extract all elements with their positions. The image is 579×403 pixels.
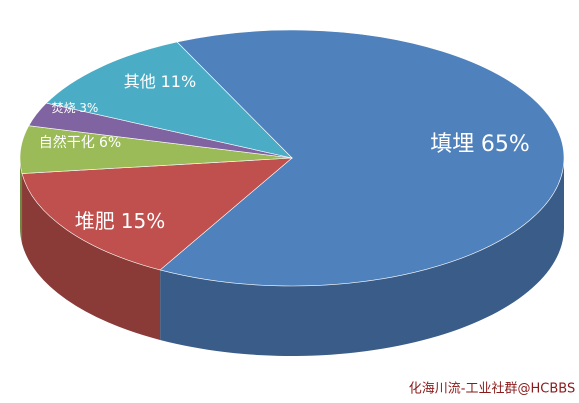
slice-side [22,173,161,340]
category-label: 堆肥 [75,209,115,233]
value-label: 11% [161,72,197,91]
slice-label: 焚烧 3% [52,101,99,115]
category-label: 自然干化 [39,134,95,151]
slice-label: 堆肥 15% [75,209,165,233]
value-label: 65% [481,132,530,157]
value-label: 6% [99,135,121,151]
credit: 化海川流-工业社群@HCBBS [409,381,575,397]
value-label: 15% [121,209,165,233]
slice-label: 其他 11% [124,72,196,91]
slice-label: 自然干化 6% [39,134,121,151]
slice-side [20,158,23,244]
slice-side [160,158,565,356]
category-label: 填埋 [430,132,474,157]
category-label: 其他 [124,72,156,91]
slice [159,29,565,287]
value-label: 3% [79,101,98,115]
slice-label: 填埋 65% [430,132,530,157]
category-label: 焚烧 [52,101,76,115]
slice [45,41,293,159]
slice [21,157,293,271]
